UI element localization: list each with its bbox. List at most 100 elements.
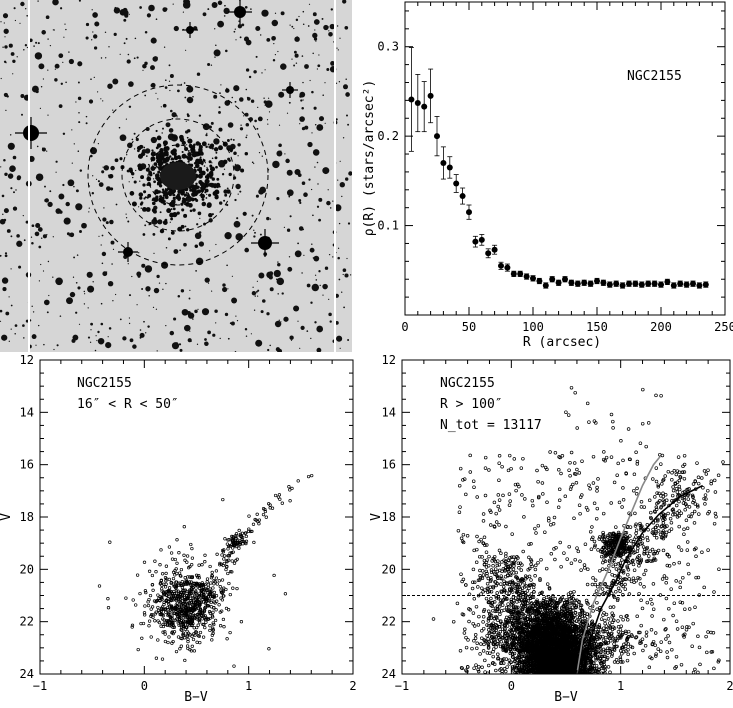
cmd-star xyxy=(556,677,559,680)
sky-star xyxy=(244,328,248,331)
sky-star xyxy=(90,329,92,331)
sky-star xyxy=(314,274,317,276)
sky-star xyxy=(136,304,138,306)
cluster-star xyxy=(153,162,158,166)
x-tick-label: 50 xyxy=(462,320,476,334)
sky-star xyxy=(139,180,141,182)
x-tick-label: 0 xyxy=(401,320,408,334)
sky-star xyxy=(235,315,237,317)
cluster-star xyxy=(167,192,170,195)
cmd-star xyxy=(181,631,186,635)
cluster-star xyxy=(188,202,193,208)
sky-star xyxy=(196,223,199,226)
sky-star xyxy=(10,304,13,307)
sky-star xyxy=(308,178,311,181)
cmd-star xyxy=(201,585,206,589)
cmd-star xyxy=(183,576,187,580)
cmd-star xyxy=(558,675,561,678)
sky-star xyxy=(338,278,341,281)
sky-star xyxy=(42,234,47,239)
sky-star xyxy=(314,321,317,324)
sky-star xyxy=(327,189,329,191)
sky-star xyxy=(98,182,104,187)
cmd-star xyxy=(593,673,596,674)
cmd-star xyxy=(169,606,174,610)
sky-star xyxy=(343,306,345,309)
sky-star xyxy=(161,132,163,134)
cmd-star xyxy=(533,677,536,680)
x-tick-label: 0 xyxy=(141,679,148,693)
sky-star xyxy=(302,99,304,101)
density-point xyxy=(427,92,434,99)
cmd-star xyxy=(568,674,571,677)
sky-star xyxy=(289,335,294,340)
sky-star xyxy=(339,37,341,39)
cmd-star xyxy=(577,675,580,678)
sky-star xyxy=(254,295,256,297)
cmd-star xyxy=(218,563,222,567)
sky-star xyxy=(152,232,156,236)
cmd-star xyxy=(215,599,219,603)
cluster-star xyxy=(138,192,144,197)
cluster-star xyxy=(208,171,213,176)
sky-star xyxy=(318,218,322,222)
density-point xyxy=(638,281,645,288)
sky-star xyxy=(301,181,306,185)
cluster-star xyxy=(162,193,166,197)
cmd-star xyxy=(566,676,569,679)
density-point xyxy=(504,264,511,271)
cmd-star xyxy=(184,606,188,610)
cmd-star xyxy=(162,582,166,586)
sky-star xyxy=(208,250,211,252)
cmd-star xyxy=(218,585,222,589)
cmd-star xyxy=(197,592,201,596)
cluster-star xyxy=(203,165,206,167)
sky-star xyxy=(182,1,191,9)
sky-star xyxy=(15,189,17,191)
sky-star xyxy=(62,183,65,187)
sky-star xyxy=(213,94,218,99)
cluster-star xyxy=(162,154,166,158)
cmd-star xyxy=(581,676,584,679)
cmd-star xyxy=(131,598,135,602)
sky-star xyxy=(172,3,174,5)
cluster-star xyxy=(197,168,200,172)
sky-star xyxy=(47,69,49,71)
sky-star xyxy=(2,46,4,48)
sky-star xyxy=(182,11,184,13)
sky-star xyxy=(223,7,230,15)
sky-star xyxy=(198,114,202,117)
sky-star xyxy=(313,255,320,262)
cmd-star xyxy=(525,672,529,674)
sky-star xyxy=(69,291,76,298)
sky-star xyxy=(6,229,11,233)
sky-star xyxy=(112,300,114,302)
density-point xyxy=(523,273,530,280)
sky-star xyxy=(35,41,38,44)
sky-star xyxy=(52,0,59,6)
cmd-star xyxy=(203,586,207,591)
sky-star xyxy=(291,58,293,60)
cmd-star xyxy=(169,580,173,585)
sky-star xyxy=(338,222,341,225)
x-tick-label: 200 xyxy=(650,320,672,334)
cmd-star xyxy=(162,602,166,607)
sky-star xyxy=(274,54,276,56)
cmd-star xyxy=(559,676,562,679)
sky-star xyxy=(42,270,45,272)
sky-star xyxy=(293,50,297,54)
cmd-star xyxy=(154,570,158,574)
cmd-star xyxy=(235,586,239,591)
sky-star xyxy=(83,290,86,293)
cmd-star xyxy=(208,628,212,633)
sky-star xyxy=(136,56,139,59)
cmd-star xyxy=(209,605,214,609)
sky-star xyxy=(280,11,285,16)
sky-star xyxy=(170,109,173,113)
sky-star xyxy=(128,317,130,319)
cmd-star xyxy=(267,647,271,651)
cmd-star xyxy=(197,634,201,638)
sky-star xyxy=(52,236,54,238)
cmd-star xyxy=(544,673,547,674)
cluster-star xyxy=(181,153,187,159)
